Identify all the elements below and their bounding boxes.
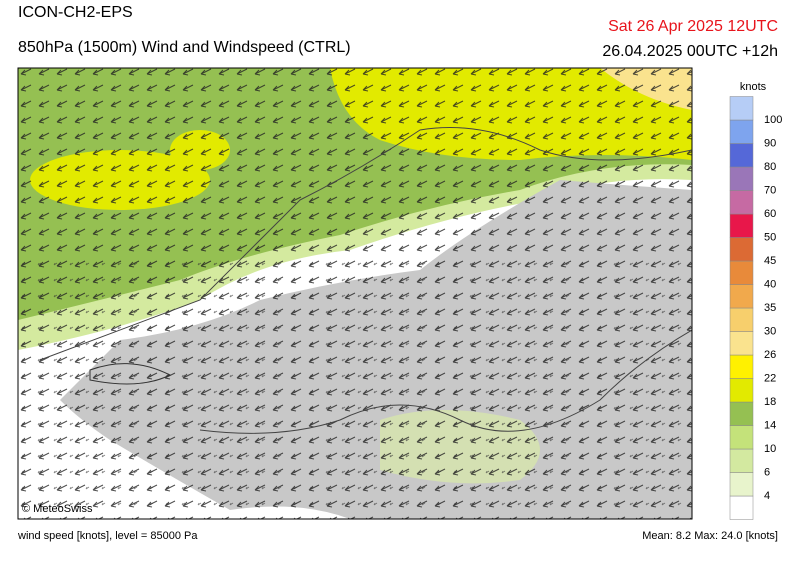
footer-stats: Mean: 8.2 Max: 24.0 [knots] bbox=[642, 530, 778, 542]
map-credit: © MeteoSwiss bbox=[22, 503, 93, 515]
map-frame bbox=[17, 67, 693, 520]
colorbar-box bbox=[729, 213, 754, 238]
colorbar-box bbox=[729, 495, 754, 520]
colorbar: 4 6 10 14 18 22 26 30 35 40 45 50 60 70 80 90 100 bbox=[729, 96, 782, 520]
colorbar-label: 50 bbox=[764, 231, 776, 243]
colorbar-label: 6 bbox=[764, 466, 770, 478]
model-title: ICON-CH2-EPS bbox=[18, 4, 133, 21]
footer-description: wind speed [knots], level = 85000 Pa bbox=[17, 530, 198, 542]
colorbar-box bbox=[729, 472, 754, 497]
colorbar-box bbox=[729, 143, 754, 168]
colorbar-box bbox=[729, 237, 754, 262]
product-title: 850hPa (1500m) Wind and Windspeed (CTRL) bbox=[18, 39, 351, 56]
colorbar-label: 22 bbox=[764, 372, 776, 384]
colorbar-label: 18 bbox=[764, 396, 776, 408]
colorbar-label: 40 bbox=[764, 278, 776, 290]
colorbar-label: 26 bbox=[764, 349, 776, 361]
colorbar-box bbox=[729, 354, 754, 379]
map: © MeteoSwiss bbox=[18, 68, 692, 519]
colorbar-label: 70 bbox=[764, 184, 776, 196]
colorbar-title: knots bbox=[740, 81, 767, 93]
colorbar-box bbox=[729, 190, 754, 215]
colorbar-label: 14 bbox=[764, 419, 776, 431]
colorbar-box bbox=[729, 166, 754, 191]
colorbar-box bbox=[729, 331, 754, 356]
colorbar-label: 90 bbox=[764, 137, 776, 149]
colorbar-box bbox=[729, 284, 754, 309]
colorbar-box bbox=[729, 448, 754, 473]
colorbar-box bbox=[729, 96, 754, 121]
valid-time: Sat 26 Apr 2025 12UTC bbox=[608, 18, 778, 35]
colorbar-box bbox=[729, 401, 754, 426]
colorbar-box bbox=[729, 425, 754, 450]
colorbar-label: 35 bbox=[764, 302, 776, 314]
colorbar-label: 60 bbox=[764, 208, 776, 220]
colorbar-box bbox=[729, 119, 754, 144]
colorbar-label: 10 bbox=[764, 443, 776, 455]
colorbar-label: 30 bbox=[764, 325, 776, 337]
colorbar-box bbox=[729, 378, 754, 403]
run-time: 26.04.2025 00UTC +12h bbox=[602, 43, 778, 60]
colorbar-label: 80 bbox=[764, 161, 776, 173]
colorbar-label: 100 bbox=[764, 114, 782, 126]
colorbar-label: 4 bbox=[764, 490, 770, 502]
colorbar-label: 45 bbox=[764, 255, 776, 267]
colorbar-box bbox=[729, 260, 754, 285]
colorbar-box bbox=[729, 307, 754, 332]
